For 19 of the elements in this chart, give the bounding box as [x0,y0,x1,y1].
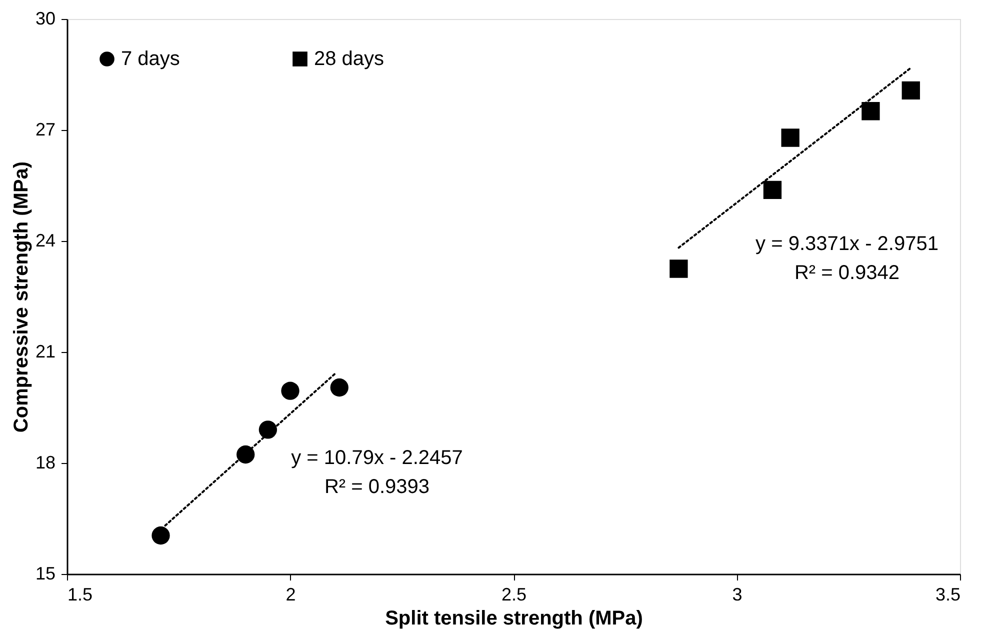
x-tick-label: 3 [732,584,742,604]
y-tick-label: 15 [35,564,56,584]
x-tick-label: 3.5 [935,584,960,604]
y-tick-label: 18 [35,452,56,472]
y-axis-title: Compressive strength (MPa) [10,161,32,433]
legend-label: 7 days [121,48,180,70]
x-axis-title: Split tensile strength (MPa) [385,608,643,630]
y-tick-label: 21 [35,342,56,362]
y-tick-label: 24 [35,230,56,250]
x-tick-label: 2.5 [501,584,527,604]
annotation: R² = 0.9393 [324,476,430,498]
y-tick-label: 27 [35,120,56,140]
legend-label: 28 days [314,48,384,70]
annotation: y = 10.79x - 2.2457 [291,447,463,469]
y-tick-label: 30 [35,8,56,28]
x-tick-label: 2 [286,584,296,604]
annotation: y = 9.3371x - 2.9751 [756,233,938,255]
annotation: R² = 0.9342 [794,262,900,284]
x-tick-label: 1.5 [68,584,93,604]
